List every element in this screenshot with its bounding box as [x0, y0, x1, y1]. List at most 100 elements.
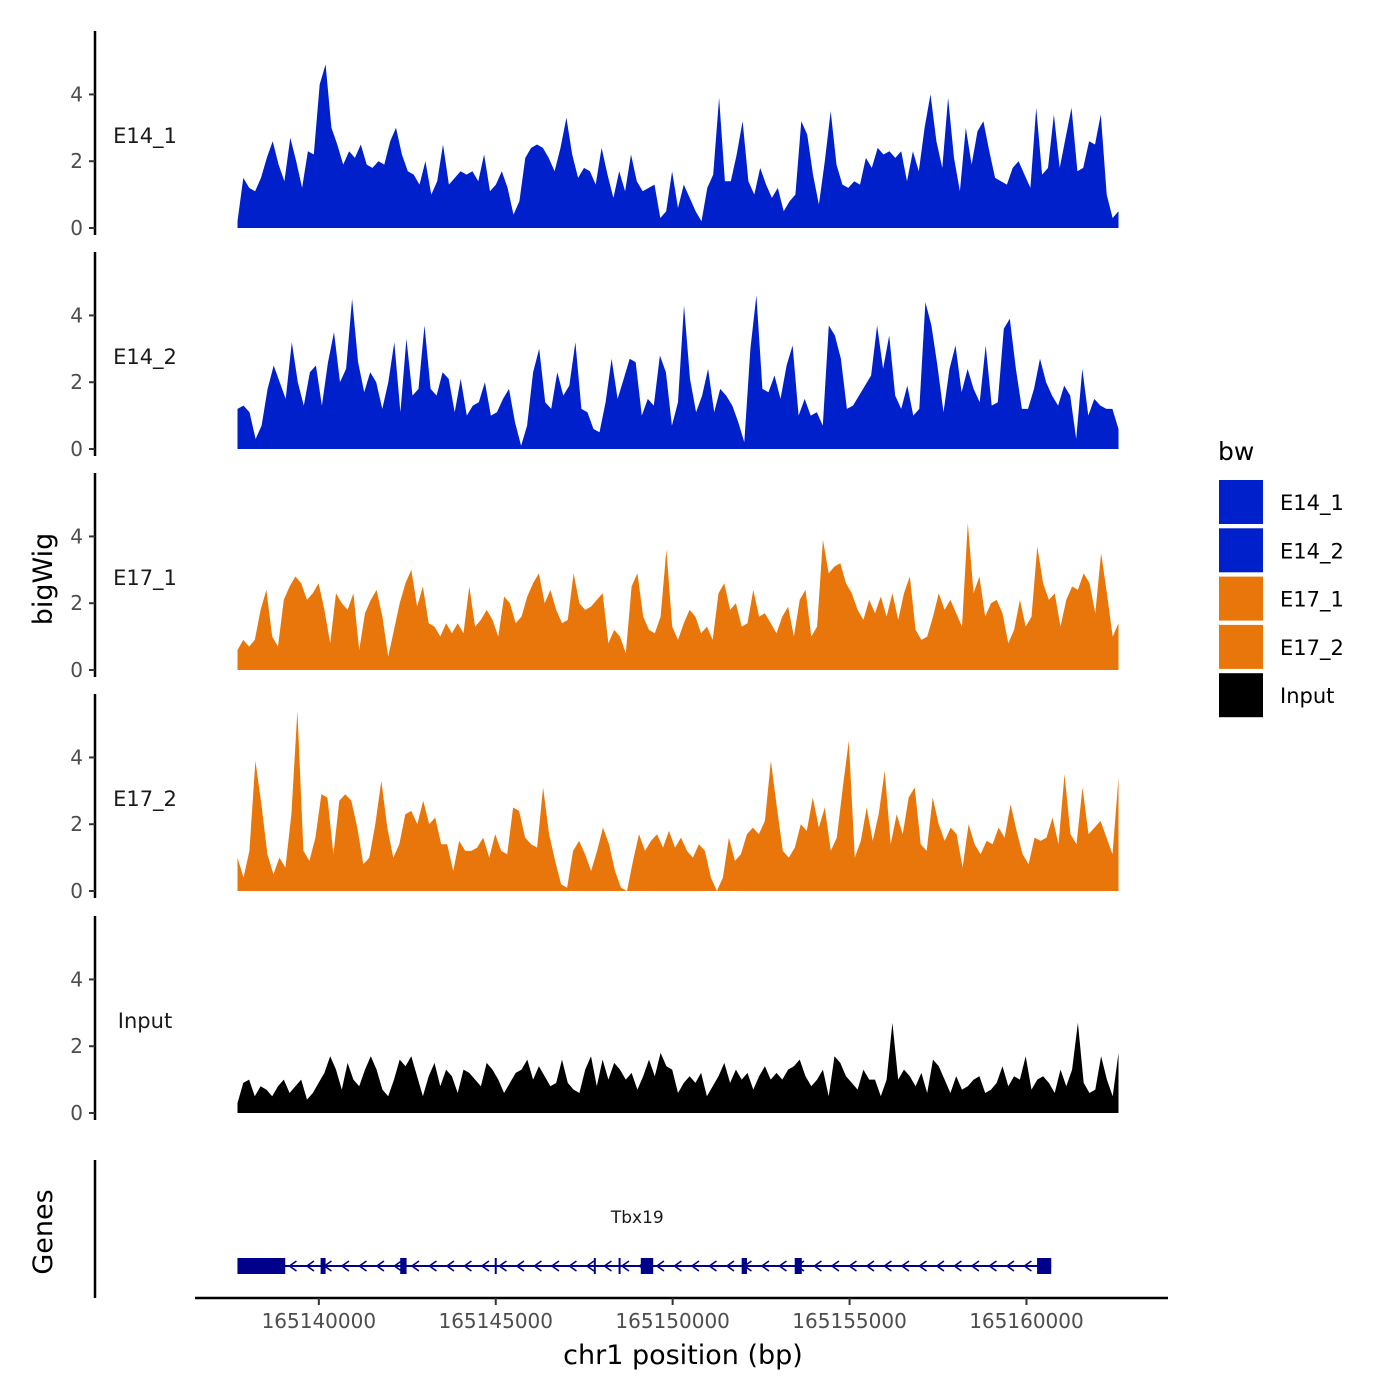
legend-key-Input	[1219, 673, 1263, 718]
y-tick-label: 2	[70, 1034, 83, 1058]
x-tick-label: 165155000	[792, 1309, 907, 1333]
track-panel-E17_2: 0 2 4 E17_2	[70, 694, 1119, 903]
area-E14_2	[237, 295, 1119, 449]
y-tick-label: 2	[70, 370, 83, 394]
legend-label-E17_1: E17_1	[1280, 588, 1344, 613]
y-tick-label: 0	[70, 437, 83, 461]
strand-arrow	[953, 1260, 962, 1272]
x-axis: 165140000 165145000 165150000 165155000 1651…	[195, 1296, 1168, 1333]
track-panel-E14_1: 0 2 4 E14_1	[70, 31, 1119, 240]
strand-arrow	[848, 1260, 857, 1272]
exon	[237, 1258, 286, 1274]
strand-arrow	[1023, 1260, 1032, 1272]
strand-arrow	[463, 1260, 472, 1272]
exon	[741, 1258, 747, 1274]
gene-Tbx19: Tbx19	[237, 1208, 1052, 1274]
strand-arrow	[305, 1260, 315, 1272]
strand-arrow	[603, 1260, 612, 1272]
y-tick-label: 2	[70, 591, 83, 615]
strand-arrow	[445, 1260, 455, 1272]
strand-arrow	[358, 1260, 367, 1272]
exon	[640, 1258, 654, 1274]
strand-arrow	[568, 1260, 577, 1272]
strand-arrow	[655, 1260, 665, 1272]
legend-key-E14_1	[1219, 480, 1263, 524]
area-E17_2	[237, 710, 1119, 891]
strand-arrow	[865, 1260, 875, 1272]
track-label-E14_2: E14_2	[113, 345, 177, 370]
strand-arrow	[428, 1260, 437, 1272]
strand-arrow	[410, 1260, 420, 1272]
track-panels: 0 2 4 E14_1 0 2 4 E14_2 0 2 4 E17_1 0 2 4 E17_2 0 2 4 Input	[70, 31, 1119, 1125]
y-tick-label: 0	[70, 658, 83, 682]
track-panel-E14_2: 0 2 4 E14_2	[70, 252, 1119, 461]
legend-label-E14_2: E14_2	[1280, 539, 1344, 564]
track-label-E14_1: E14_1	[113, 124, 177, 149]
strand-arrow	[620, 1260, 630, 1272]
y-tick-label: 4	[70, 745, 83, 769]
legend-key-E14_2	[1219, 528, 1263, 573]
y-tick-label: 0	[70, 216, 83, 240]
strand-arrow	[498, 1260, 507, 1272]
legend-label-E17_2: E17_2	[1280, 636, 1344, 661]
strand-arrow	[988, 1260, 997, 1272]
y-axis-title: bigWig	[28, 533, 59, 626]
track-panel-Input: 0 2 4 Input	[70, 916, 1119, 1125]
gene-label-Tbx19: Tbx19	[610, 1208, 664, 1228]
area-E14_1	[237, 64, 1119, 229]
strand-arrow	[778, 1260, 787, 1272]
exon	[1037, 1258, 1052, 1274]
strand-arrow	[550, 1260, 560, 1272]
y-tick-label: 0	[70, 879, 83, 903]
y-tick-label: 4	[70, 524, 83, 548]
x-tick-label: 165150000	[615, 1309, 730, 1333]
strand-arrow	[883, 1260, 892, 1272]
gene-track: Tbx19	[93, 1160, 1052, 1298]
strand-arrow	[970, 1260, 980, 1272]
track-label-E17_1: E17_1	[113, 566, 177, 591]
exon	[794, 1258, 802, 1274]
strand-arrow	[480, 1260, 490, 1272]
strand-arrow	[708, 1260, 717, 1272]
exon	[320, 1258, 326, 1274]
strand-arrow	[515, 1260, 525, 1272]
x-axis-title: chr1 position (bp)	[563, 1340, 803, 1371]
exon	[400, 1258, 407, 1274]
x-tick-label: 165140000	[262, 1309, 377, 1333]
legend-key-E17_2	[1219, 624, 1263, 669]
gene-track-title: Genes	[28, 1189, 59, 1274]
area-Input	[237, 1022, 1119, 1113]
strand-arrow	[340, 1260, 350, 1272]
strand-arrow	[725, 1260, 735, 1272]
y-tick-label: 4	[70, 967, 83, 991]
y-tick-label: 2	[70, 149, 83, 173]
strand-arrow	[690, 1260, 700, 1272]
track-label-E17_2: E17_2	[113, 787, 177, 812]
legend-label-E14_1: E14_1	[1280, 491, 1344, 516]
strand-arrow	[760, 1260, 770, 1272]
y-tick-label: 4	[70, 82, 83, 106]
x-tick-label: 165160000	[969, 1309, 1084, 1333]
legend-key-E17_1	[1219, 576, 1263, 621]
track-panel-E17_1: 0 2 4 E17_1	[70, 473, 1119, 682]
strand-arrow	[533, 1260, 542, 1272]
strand-arrow	[935, 1260, 945, 1272]
area-E17_1	[237, 523, 1119, 670]
strand-arrow	[673, 1260, 682, 1272]
legend-label-Input: Input	[1280, 684, 1334, 708]
strand-arrow	[393, 1260, 402, 1272]
y-tick-label: 0	[70, 1101, 83, 1125]
strand-arrow	[813, 1260, 822, 1272]
y-tick-label: 2	[70, 812, 83, 836]
strand-arrow	[288, 1260, 297, 1272]
strand-arrow	[830, 1260, 840, 1272]
strand-arrow	[375, 1260, 385, 1272]
legend: bw E14_1 E14_2 E17_1 E17_2 Input	[1218, 437, 1344, 718]
x-tick-label: 165145000	[438, 1309, 553, 1333]
track-label-Input: Input	[118, 1009, 172, 1033]
strand-arrow	[918, 1260, 927, 1272]
y-tick-label: 4	[70, 303, 83, 327]
strand-arrow	[585, 1260, 595, 1272]
legend-title: bw	[1218, 437, 1254, 466]
